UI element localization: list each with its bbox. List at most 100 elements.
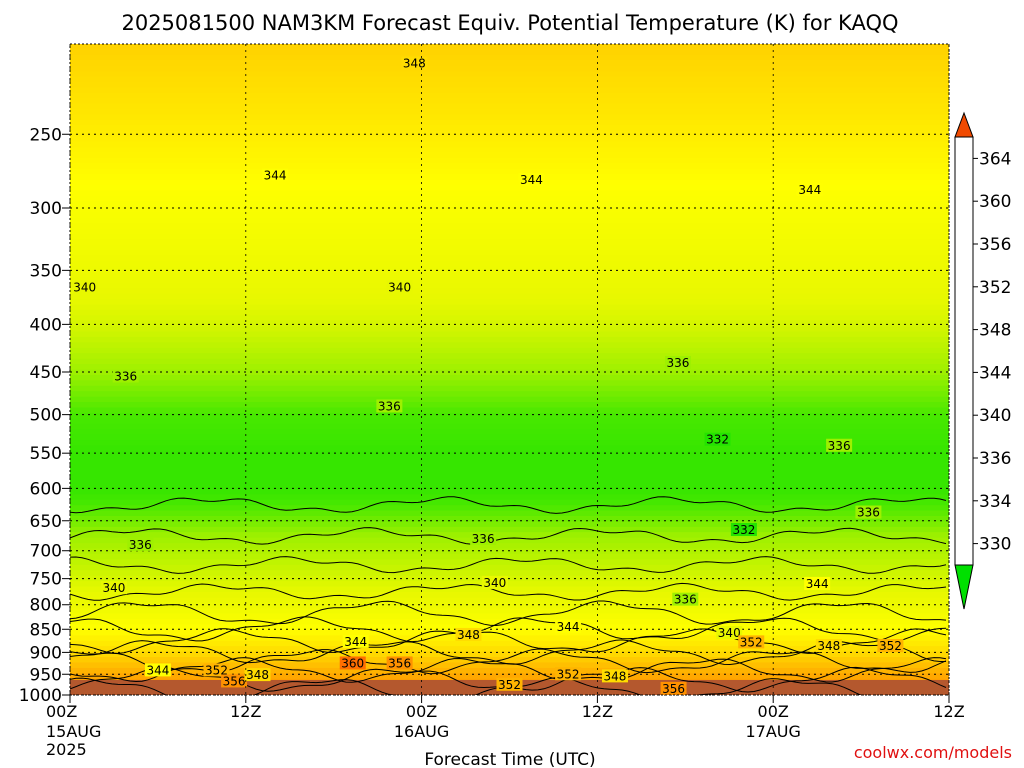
x-tick-label: 12Z [933,702,964,721]
contour-label-bg [496,677,523,691]
contour-label: 336 [114,369,137,383]
field-band [70,347,949,354]
field-band [70,429,949,436]
field-band [70,380,949,387]
y-tick-label: 700 [30,542,62,562]
contour-label: 332 [732,523,755,537]
field-band [70,434,949,441]
field-band [70,125,949,132]
field-band [70,152,949,159]
field-band [70,657,949,664]
field-band [70,190,949,197]
color-bar-top-arrow [954,111,974,138]
field-band [70,461,949,468]
contour-line [70,527,947,545]
contour-label-bg [518,173,545,187]
field-band [70,591,949,598]
field-band [70,92,949,99]
contour-label-bg [815,639,842,653]
contour-label: 336 [828,439,851,453]
field-band [70,49,949,56]
contour-label-bg [262,168,289,182]
contour-label-bg [144,663,171,677]
contour-label-bg [71,280,98,294]
contour-label: 344 [146,663,169,677]
chart-title: 2025081500 NAM3KM Forecast Equiv. Potent… [121,11,898,35]
y-tick-label: 300 [30,199,62,219]
field-band [70,369,949,376]
field-band [70,440,949,447]
contour-label-bg [877,639,904,653]
field-band [70,412,949,419]
field-band [70,624,949,631]
field-band [70,228,949,235]
color-bar-label: 360 [979,192,1011,212]
y-tick-label: 450 [30,363,62,383]
contour-label: 356 [223,674,246,688]
contour-label: 348 [817,639,840,653]
field-band [70,570,949,577]
contour-label-bg [555,619,582,633]
color-bar: 330 334 336 340 344 348 352 356 360 364 [954,111,1011,610]
contour-label: 336 [472,532,495,546]
y-axis: 250 300 350 400 450 500 550 600 650 700 750 800 850 9… [19,125,70,706]
contour-label-bg [203,663,230,677]
contour-label: 352 [205,663,228,677]
field-band [70,163,949,170]
color-bar-label: 348 [979,321,1011,341]
field-band [70,602,949,609]
field-band [70,206,949,213]
field-band [70,391,949,398]
contour-label: 356 [662,682,685,696]
field-band [70,640,949,647]
field-band [70,510,949,517]
contour-line [70,616,947,643]
field-band [70,147,949,154]
contour-label-bg [855,505,882,519]
field-band [70,581,949,588]
field-band [70,255,949,262]
field-band [70,71,949,78]
y-tick-label: 900 [30,643,62,663]
contour-line [70,600,947,627]
field-band [70,179,949,186]
field-band [70,266,949,273]
field-band [70,499,949,506]
contour-label: 340 [102,581,125,595]
field-band [70,445,949,452]
field-band [70,613,949,620]
contour-label: 344 [520,173,543,187]
color-bar-label: 356 [979,235,1011,255]
color-bar-label: 352 [979,278,1011,298]
contour-label-bg [244,668,271,682]
x-axis-title: Forecast Time (UTC) [424,750,595,768]
field-band [70,651,949,658]
contour-line [70,556,947,574]
contour-label-bg [100,581,127,595]
field-band [70,564,949,571]
contour-label: 344 [264,169,287,183]
color-bar-label: 364 [979,149,1011,169]
field-band [70,293,949,300]
field-band [70,553,949,560]
field-band [70,157,949,164]
contour-label-bg [339,656,366,670]
color-bar-label: 340 [979,406,1011,426]
y-tick-label: 950 [30,665,62,685]
contour-label: 352 [879,639,902,653]
y-tick-label: 650 [30,512,62,532]
contour-label: 332 [706,433,729,447]
x-tick-label: 00Z [406,702,437,721]
y-tick-label: 500 [30,406,62,426]
field-band [70,87,949,94]
contour-label-bg [386,656,413,670]
contour-label: 336 [378,399,401,413]
x-tick-label: 2025 [46,740,87,759]
field-band [70,635,949,642]
contour-label: 340 [483,576,506,590]
field-band [70,396,949,403]
field-band [70,103,949,110]
field-band [70,336,949,343]
y-tick-label: 600 [30,479,62,499]
